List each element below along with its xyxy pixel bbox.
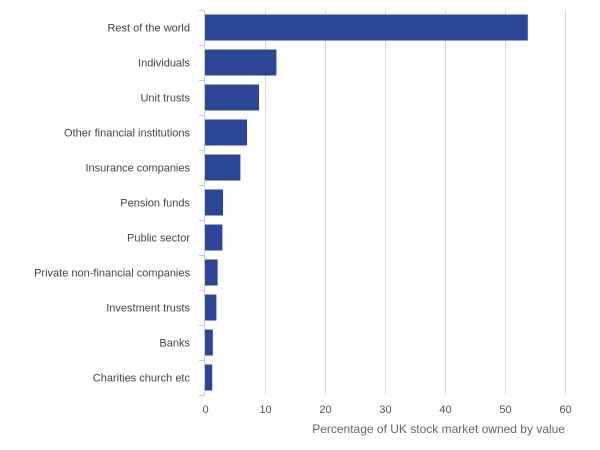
bar [205,154,241,181]
bars [205,14,528,391]
bar [205,259,218,286]
bar [205,119,247,146]
bar [205,14,528,41]
category-label: Banks [159,338,190,350]
x-tick-label: 0 [202,404,208,416]
bar [205,84,259,111]
category-label: Charities church etc [93,373,191,385]
bar [205,49,277,76]
category-label: Private non-financial companies [34,268,190,280]
category-label: Insurance companies [85,163,190,175]
axes [199,10,205,396]
gridlines [265,10,566,395]
x-tick-label: 20 [319,404,331,416]
x-tick-label: 30 [379,404,391,416]
bar [205,224,223,251]
bar [205,364,213,391]
category-label: Other financial institutions [64,128,190,140]
x-tick-label: 50 [499,404,511,416]
category-label: Public sector [127,233,190,245]
x-tick-label: 10 [259,404,271,416]
x-axis-title: Percentage of UK stock market owned by v… [312,422,565,436]
category-labels: Rest of the world Individuals Unit trusts O… [34,23,190,385]
x-tick-labels: 0 10 20 30 40 50 60 [202,404,571,416]
x-tick-label: 60 [559,404,571,416]
category-label: Investment trusts [106,303,190,315]
category-label: Unit trusts [140,93,190,105]
bar [205,294,217,321]
category-label: Rest of the world [107,23,190,35]
bar [205,189,223,216]
category-label: Pension funds [120,198,190,210]
category-label: Individuals [138,58,190,70]
x-tick-label: 40 [439,404,451,416]
bar [205,329,213,356]
